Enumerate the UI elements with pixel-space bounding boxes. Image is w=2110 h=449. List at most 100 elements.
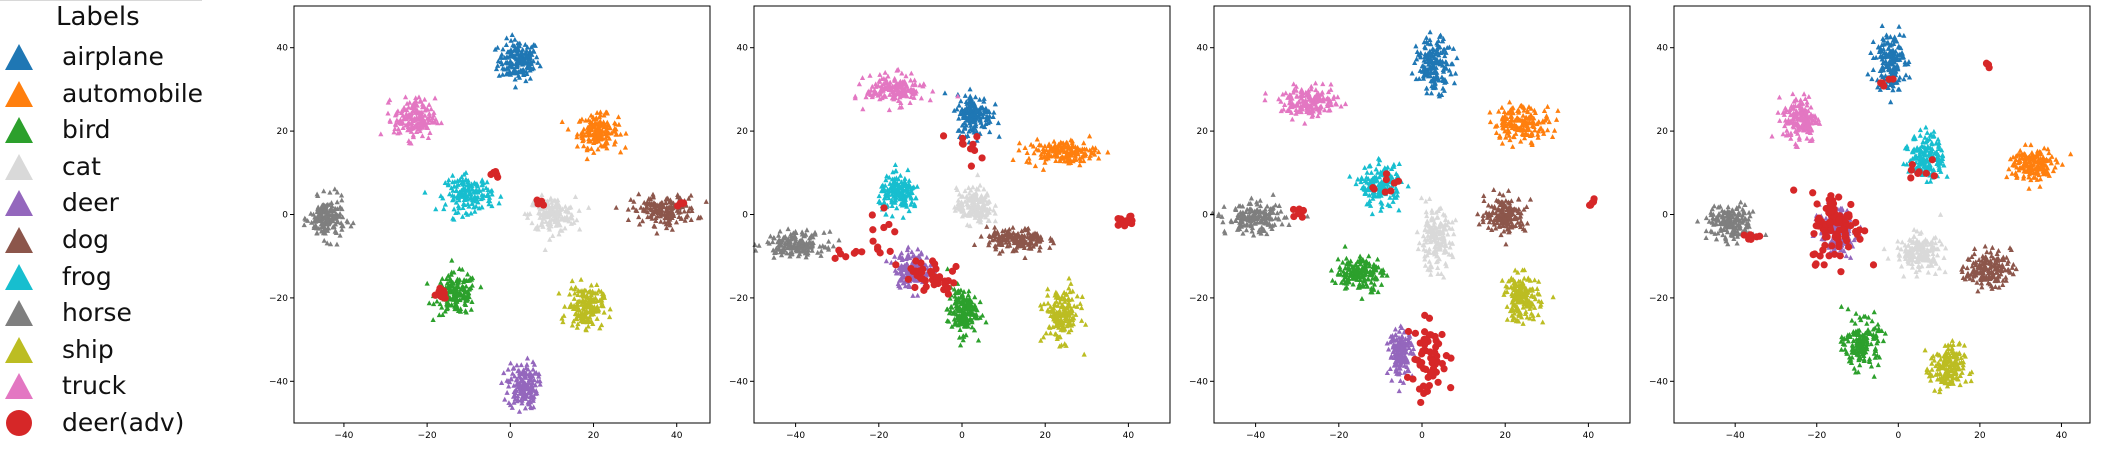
point-deer <box>523 370 529 376</box>
point-deer <box>537 381 543 387</box>
point-automobile <box>1510 143 1516 149</box>
y-tick-label: 20 <box>737 127 749 137</box>
point-deer-adv <box>534 200 542 208</box>
point-automobile <box>611 141 618 147</box>
point-bird <box>967 308 974 314</box>
point-dog <box>658 211 664 216</box>
point-automobile <box>1494 122 1500 128</box>
point-frog <box>1366 192 1372 198</box>
point-cat <box>1439 242 1445 248</box>
point-ship <box>577 313 583 319</box>
point-cat <box>543 208 549 214</box>
point-cat <box>547 236 553 242</box>
cluster-deer-adv <box>858 204 899 257</box>
point-deer <box>1396 356 1402 361</box>
point-automobile <box>1526 126 1532 132</box>
point-dog <box>1508 219 1515 225</box>
point-automobile <box>1499 116 1505 122</box>
point-cat <box>1434 214 1440 220</box>
point-horse <box>1272 202 1279 208</box>
point-ship <box>580 293 586 299</box>
point-deer <box>537 378 543 384</box>
point-automobile <box>1534 121 1540 127</box>
point-frog <box>486 201 492 207</box>
point-dog <box>684 212 691 218</box>
point-deer <box>905 244 911 250</box>
point-airplane <box>1420 73 1426 79</box>
point-deer-adv <box>876 249 884 257</box>
point-airplane <box>508 37 514 43</box>
point-horse <box>339 197 345 203</box>
point-horse <box>1252 220 1258 226</box>
point-deer <box>533 369 539 375</box>
point-cat <box>1447 244 1453 250</box>
point-horse <box>1221 203 1227 209</box>
point-bird <box>966 288 972 294</box>
point-deer <box>1409 342 1415 348</box>
point-automobile <box>1041 153 1048 159</box>
point-frog <box>460 213 466 219</box>
point-frog <box>1394 188 1400 194</box>
point-horse <box>812 231 818 237</box>
point-frog <box>904 203 910 209</box>
point-automobile <box>1537 126 1543 132</box>
point-dog <box>663 225 670 231</box>
point-truck <box>406 104 412 110</box>
point-airplane <box>537 63 543 69</box>
point-airplane <box>527 61 533 67</box>
point-automobile <box>1506 132 1512 138</box>
point-ship <box>1079 294 1085 299</box>
point-frog <box>1365 187 1371 193</box>
point-dog <box>1037 244 1043 250</box>
point-automobile <box>1521 135 1528 141</box>
point-ship <box>599 291 606 297</box>
point-airplane <box>965 133 971 138</box>
point-dog <box>1004 243 1010 249</box>
point-bird <box>1368 285 1374 291</box>
point-automobile <box>1540 128 1546 134</box>
point-ship <box>587 319 593 324</box>
point-dog <box>669 200 675 206</box>
point-cat <box>1422 256 1428 262</box>
point-truck <box>859 75 866 81</box>
point-ship <box>1066 275 1072 281</box>
point-horse <box>790 234 797 240</box>
point-cat <box>1432 251 1438 257</box>
point-frog <box>468 210 474 216</box>
point-deer <box>1392 326 1399 332</box>
cluster-ship <box>1499 267 1556 326</box>
point-deer <box>531 377 537 383</box>
point-cat <box>566 209 572 215</box>
point-airplane <box>500 71 506 77</box>
point-frog <box>1373 166 1379 172</box>
cluster-deer <box>1384 323 1417 394</box>
point-cat <box>1435 271 1441 276</box>
point-airplane <box>968 97 974 103</box>
point-automobile <box>597 122 603 128</box>
legend-label: bird <box>62 115 111 145</box>
point-horse <box>314 230 320 235</box>
point-cat <box>1428 238 1434 244</box>
point-frog <box>1395 173 1401 178</box>
point-dog <box>1010 224 1016 230</box>
point-automobile <box>1535 134 1541 140</box>
point-ship <box>1037 302 1044 308</box>
point-truck <box>908 94 914 99</box>
point-airplane <box>520 57 526 63</box>
point-cat <box>1426 196 1433 202</box>
point-ship <box>598 303 604 308</box>
point-automobile <box>1064 140 1070 146</box>
point-airplane <box>1429 83 1435 89</box>
point-cat <box>1439 236 1445 242</box>
point-horse <box>1233 218 1239 224</box>
point-dog <box>650 194 656 200</box>
point-cat <box>1443 226 1449 232</box>
point-cat <box>978 193 984 199</box>
point-bird <box>1353 262 1360 268</box>
point-ship <box>1038 337 1044 343</box>
point-cat <box>543 218 549 224</box>
point-truck <box>402 94 409 100</box>
point-deer <box>1402 369 1408 375</box>
point-dog <box>997 250 1003 256</box>
plot-area <box>301 32 709 414</box>
